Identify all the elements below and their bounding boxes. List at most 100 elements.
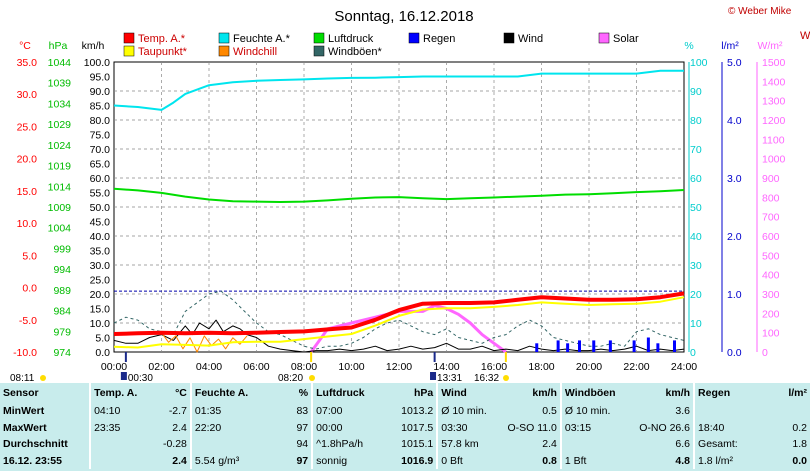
summary-cell: 01:35 — [189, 403, 271, 420]
wind-tick: 50.0 — [90, 202, 111, 214]
legend-label: Luftdruck — [328, 33, 374, 45]
summary-row: MaxWert 23:35 2.4 22:20 97 00:00 1017.5 03:30 O-… — [0, 419, 810, 436]
solar-tick: 1500 — [762, 57, 786, 69]
summary-cell: -0.28 — [162, 438, 187, 451]
solar-tick: 1100 — [762, 134, 785, 146]
summary-cell: 6.6 — [675, 438, 691, 451]
axes: 35.0 30.0 25.0 20.0 15.0 10.0 5.0 0.0 -5.0 -10.0 °… — [13, 40, 785, 373]
temp-tick: 5.0 — [22, 250, 37, 262]
rain-tick: 5.0 — [727, 57, 742, 69]
pressure-tick: 1019 — [48, 161, 72, 173]
summary-cell: 22:20 — [189, 419, 271, 436]
legend-label: Wind — [518, 33, 543, 45]
summary-row: 16.12. 23:55 2.4 5.54 g/m³ 97 sonnig 1016.9 0 … — [0, 452, 810, 469]
wind-tick: 60.0 — [90, 173, 111, 185]
x-tick: 14:00 — [433, 361, 459, 373]
x-tick: 10:00 — [338, 361, 364, 373]
x-tick: 24:00 — [671, 361, 697, 373]
summary-header-row: Sensor Temp. A. °C Feuchte A.% Luftdruck hPa W… — [0, 383, 810, 403]
legend-swatch — [218, 45, 230, 57]
rain-bar — [608, 340, 612, 352]
solar-tick: 300 — [762, 289, 780, 301]
sun-icon — [40, 375, 46, 381]
sun-icon — [309, 375, 315, 381]
rain-tick: 2.0 — [727, 231, 742, 243]
solar-tick-unit: W/m² — [757, 40, 783, 52]
chart-title: Sonntag, 16.12.2018 — [334, 8, 473, 25]
summary-cell: Ø 10 min. — [559, 403, 636, 420]
legend: Temp. A.* Feuchte A.* Luftdruck Regen Wind So… — [123, 32, 639, 58]
daylight-label: 08:20 — [278, 373, 303, 384]
credit-label[interactable]: © Weber Mike — [728, 6, 792, 17]
summary-cell: 83 — [296, 405, 309, 418]
temp-tick: 30.0 — [17, 89, 38, 101]
x-tick: 16:00 — [481, 361, 507, 373]
humidity-tick: 90 — [690, 86, 702, 98]
rain-bar — [656, 343, 660, 352]
solar-tick: 100 — [762, 328, 780, 340]
summary-cell: 23:35 — [89, 419, 148, 436]
series-wind — [113, 319, 685, 353]
humidity-tick: 0 — [690, 347, 696, 359]
summary-cell: 2.4 — [172, 421, 187, 434]
rain-bar — [673, 340, 676, 352]
solar-tick: 1400 — [762, 76, 786, 88]
plot-area — [113, 69, 685, 354]
legend-swatch — [313, 32, 325, 44]
summary-cell: 03:15 — [559, 419, 636, 436]
sun-moon-markers: 08:11 00:30 08:20 13:31 16:32 — [10, 352, 509, 384]
wind-tick: 25.0 — [90, 275, 111, 287]
legend-label: Windböen* — [328, 46, 383, 58]
solar-tick: 1000 — [762, 154, 786, 166]
right-edge-mark: W — [800, 30, 810, 42]
summary-cell: Regen — [693, 383, 767, 403]
pressure-tick: 999 — [53, 243, 71, 255]
wind-tick: 70.0 — [90, 144, 111, 156]
summary-cell: Wind — [436, 383, 501, 403]
summary-cell: 03:30 — [436, 419, 501, 436]
rain-tick: 4.0 — [727, 115, 742, 127]
x-tick: 00:00 — [101, 361, 127, 373]
rain-bar — [578, 340, 581, 352]
series-solar — [309, 304, 507, 354]
pressure-tick: 979 — [53, 326, 71, 338]
rain-bar — [592, 340, 596, 352]
wind-tick: 40.0 — [90, 231, 111, 243]
summary-cell: O-SO 11.0 — [507, 421, 557, 434]
solar-tick: 500 — [762, 250, 780, 262]
humidity-tick: 70 — [690, 144, 702, 156]
temp-tick: 20.0 — [17, 154, 38, 166]
summary-cell: 1.8 — [792, 438, 807, 451]
humidity-tick: 40 — [690, 231, 702, 243]
solar-tick: 700 — [762, 212, 780, 224]
pressure-tick: 984 — [53, 306, 71, 318]
summary-cell: 97 — [296, 454, 309, 467]
summary-cell: hPa — [413, 387, 434, 399]
summary-cell: sonnig — [311, 452, 381, 469]
pressure-tick: 989 — [53, 285, 71, 297]
x-tick: 04:00 — [196, 361, 222, 373]
summary-cell: Feuchte A. — [189, 383, 271, 403]
summary-cell: Durchschnitt — [3, 438, 68, 451]
solar-tick: 0 — [762, 347, 768, 359]
summary-table: Sensor Temp. A. °C Feuchte A.% Luftdruck hPa W… — [0, 383, 810, 469]
summary-cell: 2.4 — [172, 454, 187, 467]
summary-cell: MaxWert — [3, 421, 47, 434]
pressure-tick: 1009 — [48, 202, 72, 214]
summary-cell: 00:00 — [311, 419, 381, 436]
wind-tick: 35.0 — [90, 246, 111, 258]
wind-tick: 30.0 — [90, 260, 111, 272]
wind-tick: 10.0 — [90, 318, 111, 330]
x-tick: 18:00 — [528, 361, 554, 373]
moonset-label: 00:30 — [128, 373, 153, 384]
series-taupunkt — [113, 296, 685, 349]
summary-cell: Luftdruck — [311, 383, 381, 403]
summary-panel: Sensor Temp. A. °C Feuchte A.% Luftdruck hPa W… — [0, 383, 810, 471]
summary-cell — [559, 436, 636, 453]
solar-tick: 800 — [762, 192, 780, 204]
x-tick: 02:00 — [148, 361, 174, 373]
rain-tick: 1.0 — [727, 289, 742, 301]
series-windben — [113, 290, 685, 350]
summary-cell — [189, 436, 271, 453]
temp-tick: 35.0 — [17, 57, 38, 69]
